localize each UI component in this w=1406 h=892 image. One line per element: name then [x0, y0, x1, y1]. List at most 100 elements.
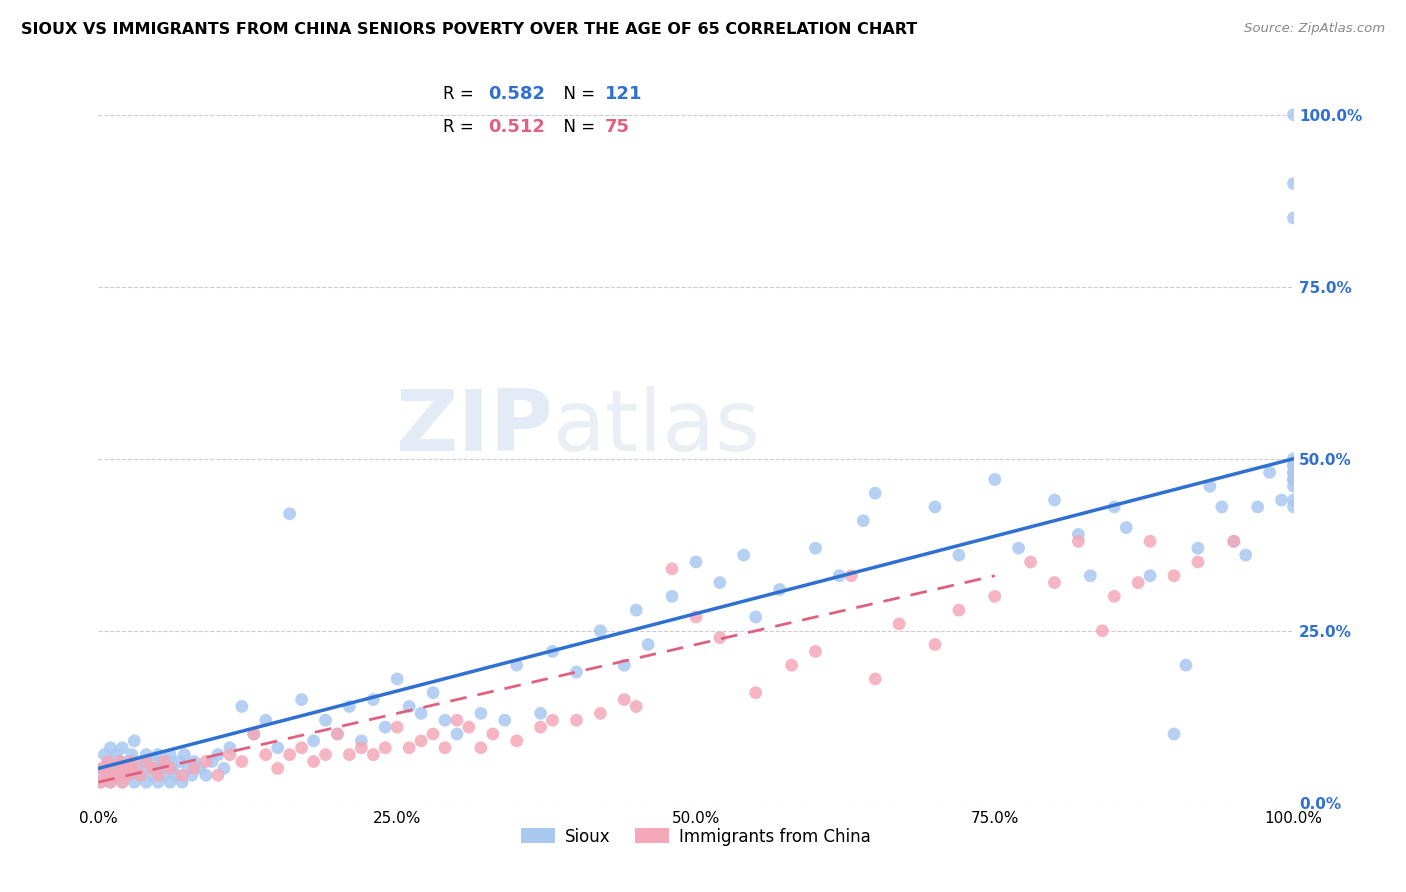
- Point: [350, 734, 373, 748]
- Text: Source: ZipAtlas.com: Source: ZipAtlas.com: [1244, 22, 1385, 36]
- Point: [780, 658, 803, 673]
- Point: [243, 727, 266, 741]
- Point: [117, 755, 139, 769]
- Point: [804, 644, 827, 658]
- Point: [135, 755, 157, 769]
- Point: [124, 775, 146, 789]
- Point: [114, 761, 136, 775]
- Point: [302, 755, 325, 769]
- Point: [172, 768, 194, 782]
- Point: [446, 713, 468, 727]
- Point: [1043, 575, 1066, 590]
- Text: atlas: atlas: [553, 385, 761, 468]
- Point: [1008, 541, 1031, 556]
- Point: [506, 734, 529, 748]
- Point: [804, 541, 827, 556]
- Point: [541, 713, 564, 727]
- Point: [530, 720, 553, 734]
- Point: [111, 775, 134, 789]
- Point: [124, 761, 146, 775]
- Point: [105, 768, 128, 782]
- Point: [745, 610, 768, 624]
- Point: [1282, 211, 1305, 225]
- Point: [506, 658, 529, 673]
- Point: [865, 672, 887, 686]
- Point: [291, 692, 314, 706]
- Point: [709, 631, 731, 645]
- Point: [254, 713, 277, 727]
- Point: [141, 761, 163, 775]
- Point: [278, 747, 301, 762]
- Point: [97, 755, 120, 769]
- Point: [948, 603, 970, 617]
- Point: [1223, 534, 1246, 549]
- Point: [135, 747, 157, 762]
- Point: [1282, 472, 1305, 486]
- Text: N =: N =: [553, 118, 600, 136]
- Text: 121: 121: [605, 85, 643, 103]
- Point: [626, 603, 648, 617]
- Point: [267, 740, 290, 755]
- Point: [494, 713, 516, 727]
- Point: [267, 761, 290, 775]
- Point: [291, 740, 314, 755]
- Point: [97, 755, 120, 769]
- Point: [422, 727, 444, 741]
- Point: [470, 706, 492, 721]
- Point: [661, 562, 683, 576]
- Point: [1282, 451, 1305, 466]
- Point: [207, 747, 229, 762]
- Point: [117, 768, 139, 782]
- Point: [541, 644, 564, 658]
- Point: [149, 761, 172, 775]
- Point: [101, 761, 124, 775]
- Point: [231, 755, 253, 769]
- Point: [1067, 527, 1090, 541]
- Point: [1080, 568, 1102, 582]
- Point: [195, 755, 218, 769]
- Point: [589, 706, 612, 721]
- Point: [132, 755, 155, 769]
- Point: [613, 658, 636, 673]
- Point: [1163, 568, 1185, 582]
- Point: [530, 706, 553, 721]
- Point: [482, 727, 505, 741]
- Legend: Sioux, Immigrants from China: Sioux, Immigrants from China: [515, 821, 877, 852]
- Text: R =: R =: [443, 85, 479, 103]
- Point: [231, 699, 253, 714]
- Point: [1282, 479, 1305, 493]
- Point: [188, 761, 211, 775]
- Point: [446, 727, 468, 741]
- Point: [1234, 548, 1257, 562]
- Point: [1199, 479, 1222, 493]
- Point: [219, 747, 242, 762]
- Point: [637, 638, 659, 652]
- Point: [159, 761, 181, 775]
- Point: [183, 761, 205, 775]
- Point: [326, 727, 349, 741]
- Point: [302, 734, 325, 748]
- Point: [385, 720, 409, 734]
- Point: [278, 507, 301, 521]
- Point: [1282, 466, 1305, 480]
- Point: [924, 638, 946, 652]
- Point: [90, 775, 112, 789]
- Point: [162, 761, 184, 775]
- Text: N =: N =: [553, 85, 600, 103]
- Text: R =: R =: [443, 118, 479, 136]
- Point: [98, 740, 122, 755]
- Point: [124, 734, 146, 748]
- Point: [1139, 568, 1161, 582]
- Point: [828, 568, 851, 582]
- Point: [589, 624, 612, 638]
- Point: [565, 665, 588, 679]
- Text: ZIP: ZIP: [395, 385, 553, 468]
- Point: [1019, 555, 1042, 569]
- Point: [153, 768, 176, 782]
- Point: [94, 768, 117, 782]
- Point: [1282, 177, 1305, 191]
- Point: [1139, 534, 1161, 549]
- Point: [98, 775, 122, 789]
- Point: [121, 755, 143, 769]
- Point: [129, 768, 152, 782]
